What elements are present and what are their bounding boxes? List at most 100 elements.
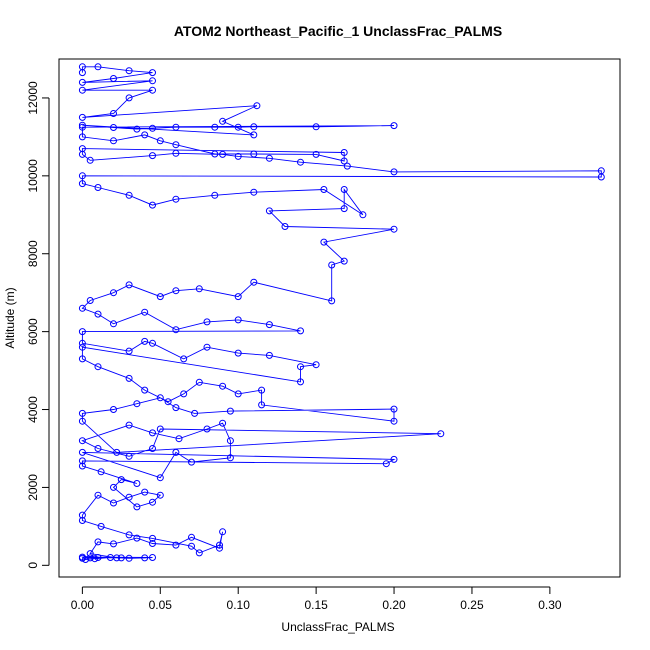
- data-point: [234, 316, 242, 324]
- data-point: [390, 168, 398, 176]
- data-point: [133, 125, 141, 133]
- data-point: [250, 123, 258, 131]
- data-point: [78, 462, 86, 470]
- data-point: [203, 318, 211, 326]
- data-point: [78, 172, 86, 180]
- data-point: [141, 337, 149, 345]
- data-point: [78, 121, 86, 129]
- data-point: [172, 326, 180, 334]
- data-point: [390, 225, 398, 233]
- data-point: [390, 405, 398, 413]
- y-tick-label: 8000: [26, 240, 40, 267]
- data-point: [125, 531, 133, 539]
- data-point: [265, 321, 273, 329]
- data-point: [188, 542, 195, 550]
- data-point: [343, 162, 351, 170]
- data-point: [78, 417, 86, 425]
- data-point: [91, 555, 99, 563]
- data-point: [258, 401, 266, 409]
- data-point: [133, 503, 141, 511]
- data-point: [258, 386, 266, 394]
- data-point: [133, 480, 141, 487]
- data-point: [94, 184, 102, 191]
- data-point: [78, 437, 86, 445]
- data-point: [156, 491, 164, 499]
- data-point: [78, 457, 86, 465]
- data-point: [219, 150, 227, 158]
- data-point: [141, 386, 149, 394]
- data-point: [226, 437, 234, 445]
- x-tick-label: 0.30: [538, 598, 562, 612]
- data-point: [320, 186, 328, 193]
- data-point: [110, 124, 117, 131]
- data-point: [216, 541, 223, 549]
- data-point: [149, 540, 156, 547]
- data-point: [94, 310, 102, 318]
- data-point: [312, 150, 320, 158]
- data-point: [78, 133, 86, 141]
- data-point: [78, 339, 86, 347]
- data-point: [156, 137, 164, 145]
- y-axis-title: Altitude (m): [3, 287, 17, 348]
- y-tick-label: 12000: [26, 81, 40, 115]
- data-point: [149, 152, 156, 160]
- data-point: [172, 123, 180, 131]
- data-point: [125, 421, 133, 429]
- data-point: [125, 191, 133, 199]
- data-point: [340, 205, 348, 213]
- data-point: [149, 201, 156, 209]
- data-point: [110, 289, 117, 297]
- y-axis: 0 2000 4000 6000 8000 10000 12000: [26, 81, 50, 569]
- data-point: [234, 349, 242, 357]
- data-point: [211, 150, 219, 158]
- data-point: [195, 378, 203, 386]
- data-point: [141, 488, 149, 496]
- data-point: [117, 554, 125, 562]
- data-point: [141, 554, 149, 562]
- data-point: [172, 448, 180, 456]
- data-point: [250, 188, 258, 196]
- data-point: [172, 141, 180, 149]
- data-point: [133, 534, 141, 542]
- data-point: [172, 404, 180, 412]
- data-point: [320, 238, 328, 246]
- data-point: [219, 382, 227, 390]
- y-tick-label: 0: [26, 562, 40, 569]
- data-point: [86, 156, 94, 164]
- x-axis: 0.00 0.05 0.10 0.15 0.20 0.25 0.30: [71, 586, 562, 612]
- data-point: [219, 419, 227, 427]
- data-point: [78, 409, 86, 417]
- data-point: [125, 67, 133, 75]
- data-point: [78, 448, 86, 456]
- data-point: [86, 554, 94, 562]
- data-point: [390, 455, 398, 463]
- data-point: [125, 374, 133, 382]
- data-point: [250, 150, 258, 158]
- data-point: [110, 483, 117, 491]
- data-point: [110, 137, 117, 145]
- data-point: [382, 460, 390, 468]
- data-point: [78, 113, 86, 121]
- data-point: [340, 186, 348, 193]
- data-point: [113, 554, 121, 562]
- data-point: [125, 452, 133, 460]
- data-point: [250, 131, 258, 139]
- x-tick-label: 0.10: [227, 598, 251, 612]
- data-point: [297, 327, 304, 335]
- data-point: [97, 468, 105, 476]
- data-point: [234, 390, 242, 398]
- data-point: [340, 257, 348, 265]
- data-point: [265, 154, 273, 162]
- data-point: [110, 110, 117, 117]
- data-point: [328, 261, 336, 269]
- data-point: [211, 191, 219, 199]
- y-tick-label: 10000: [26, 159, 40, 193]
- data-series: [78, 63, 605, 563]
- data-point: [597, 167, 605, 175]
- data-point: [78, 69, 86, 77]
- data-point: [234, 293, 242, 301]
- data-point: [437, 430, 445, 438]
- data-point: [328, 297, 336, 305]
- data-point: [78, 511, 86, 519]
